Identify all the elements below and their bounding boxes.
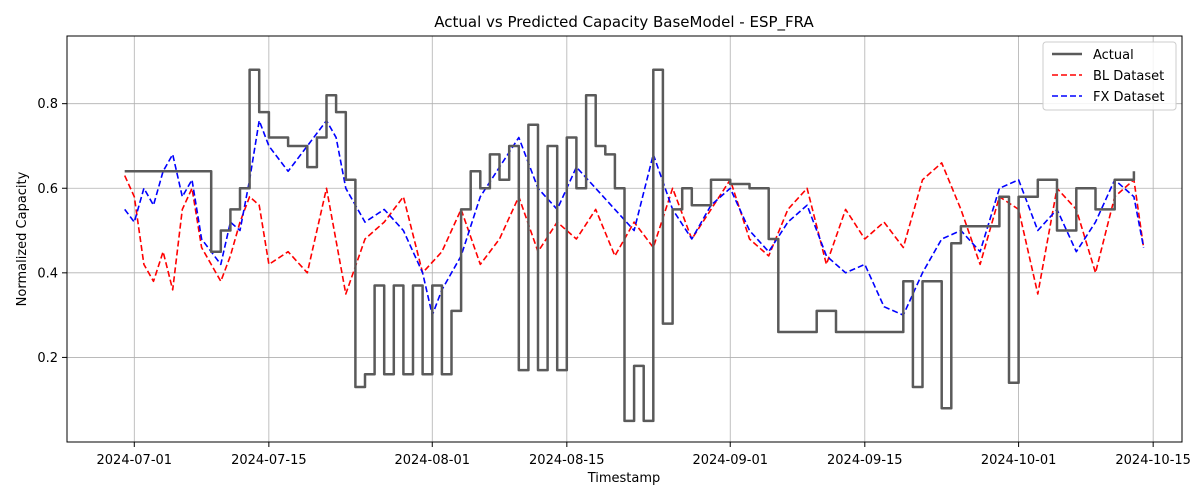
y-axis: 0.2 0.4 0.6 0.8 (37, 97, 67, 366)
x-tick-label: 2024-09-01 (692, 453, 768, 468)
x-tick-label: 2024-10-01 (981, 453, 1057, 468)
y-tick-label: 0.2 (37, 351, 58, 366)
x-tick-label: 2024-07-01 (97, 453, 173, 468)
legend-label-fx: FX Dataset (1093, 90, 1164, 105)
x-tick-label: 2024-08-15 (529, 453, 605, 468)
legend-label-actual: Actual (1093, 48, 1134, 63)
legend-label-bl: BL Dataset (1093, 69, 1164, 84)
series-line-bl-dataset (123, 162, 1145, 295)
y-axis-title: Normalized Capacity (15, 171, 30, 306)
x-axis-title: Timestamp (587, 471, 661, 486)
series-line-actual (124, 68, 1136, 423)
y-tick-label: 0.8 (37, 97, 58, 112)
x-tick-label: 2024-10-15 (1115, 453, 1191, 468)
chart-title: Actual vs Predicted Capacity BaseModel -… (434, 13, 814, 32)
series-line-fx-dataset (124, 119, 1145, 316)
x-tick-label: 2024-09-15 (827, 453, 903, 468)
x-tick-label: 2024-07-15 (231, 453, 307, 468)
x-axis: 2024-07-01 2024-07-15 2024-08-01 2024-08-15… (97, 442, 1191, 468)
series-layer (123, 68, 1145, 423)
y-tick-label: 0.4 (37, 266, 58, 281)
y-tick-label: 0.6 (37, 182, 58, 197)
legend: Actual BL Dataset FX Dataset (1042, 41, 1177, 111)
x-tick-label: 2024-08-01 (394, 453, 470, 468)
plot-frame (66, 35, 1183, 443)
legend-box (1042, 41, 1177, 111)
